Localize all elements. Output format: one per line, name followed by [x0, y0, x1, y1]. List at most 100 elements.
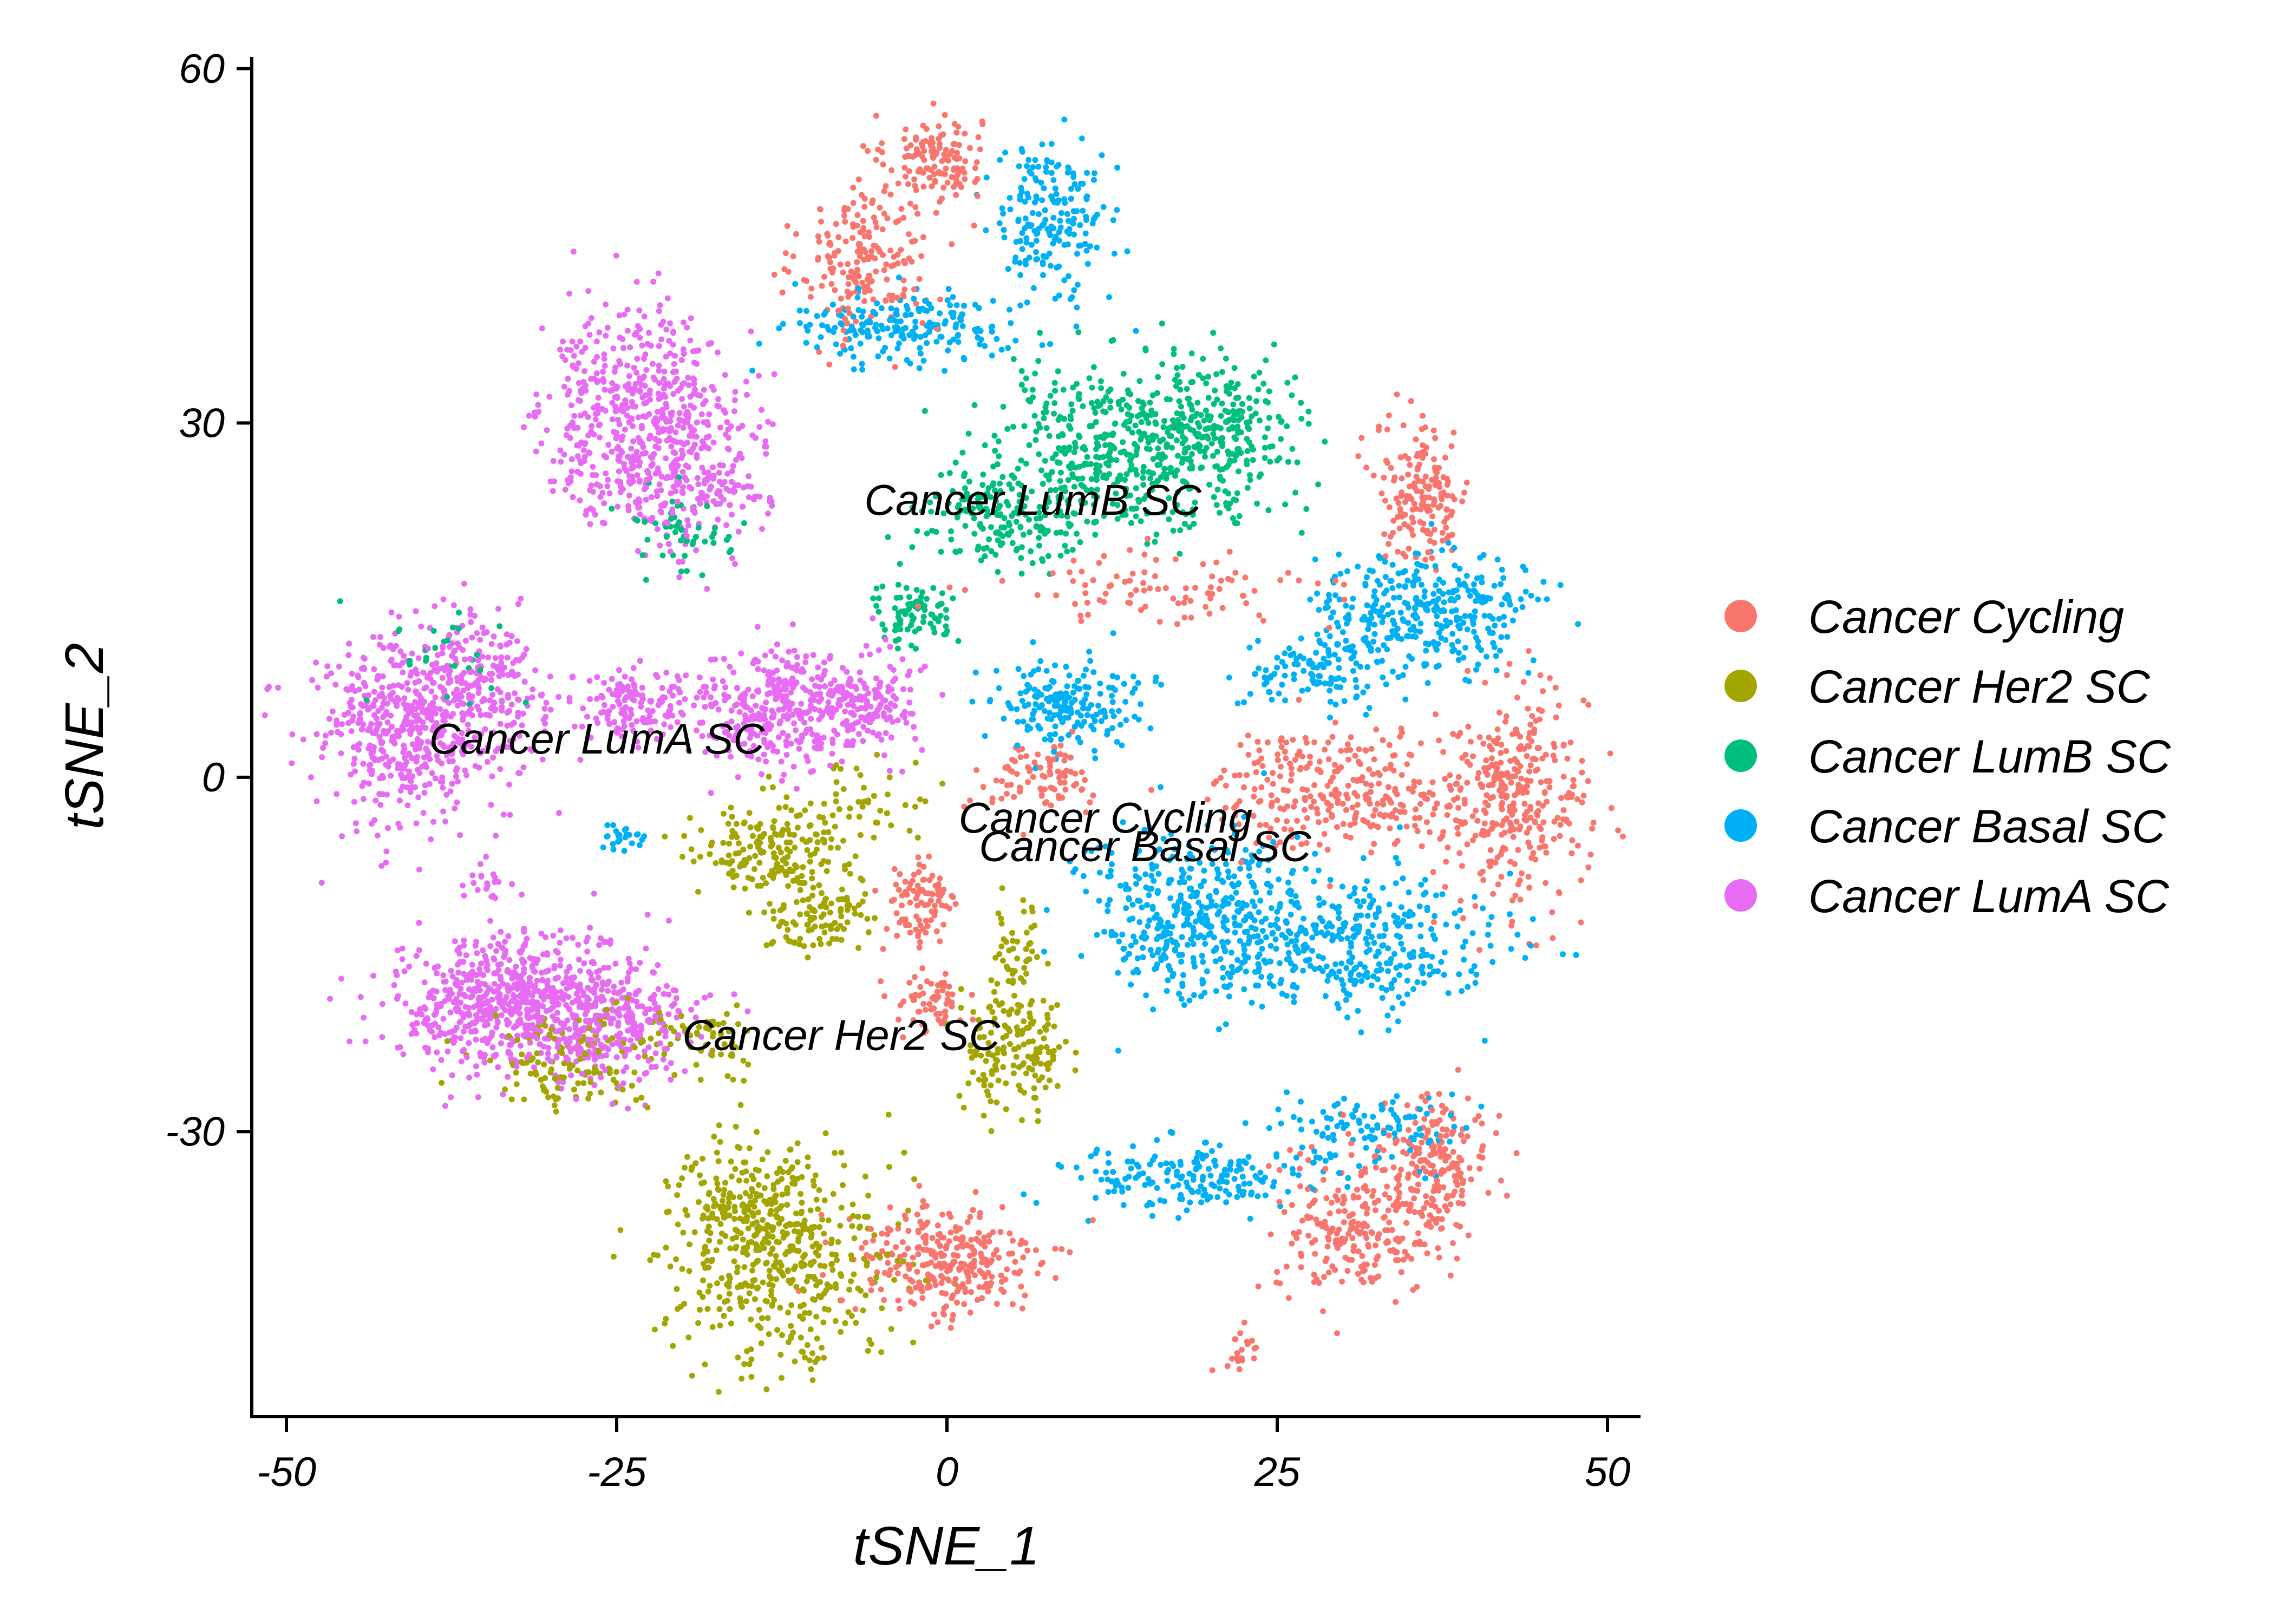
data-point — [798, 1191, 803, 1197]
data-point — [730, 1194, 736, 1201]
data-point — [919, 589, 926, 595]
data-point — [713, 700, 719, 706]
data-point — [906, 699, 913, 706]
data-point — [1411, 500, 1417, 507]
data-point — [1042, 1084, 1049, 1091]
data-point — [1608, 805, 1615, 811]
data-point — [449, 1072, 455, 1078]
data-point — [1299, 1144, 1305, 1151]
data-point — [916, 944, 923, 951]
data-point — [790, 763, 797, 770]
data-point — [1379, 995, 1386, 1001]
data-point — [636, 1077, 643, 1083]
data-point — [997, 156, 1003, 163]
data-point — [1149, 952, 1156, 959]
data-point — [1200, 356, 1206, 362]
data-point — [968, 1236, 975, 1243]
data-point — [833, 1285, 839, 1291]
data-point — [793, 708, 799, 714]
data-point — [1256, 369, 1263, 376]
data-point — [999, 540, 1005, 547]
data-point — [1395, 635, 1401, 641]
data-point — [575, 941, 581, 948]
data-point — [894, 645, 901, 652]
data-point — [1249, 1338, 1255, 1344]
data-point — [728, 1320, 734, 1327]
data-point — [1154, 1137, 1160, 1143]
data-point — [702, 539, 708, 545]
data-point — [804, 847, 811, 853]
data-point — [694, 475, 701, 481]
data-point — [414, 754, 420, 760]
data-point — [761, 830, 767, 837]
data-point — [721, 479, 728, 485]
data-point — [940, 1275, 946, 1281]
data-point — [838, 913, 845, 920]
data-point — [1447, 783, 1453, 789]
data-point — [1394, 391, 1400, 398]
data-point — [1135, 716, 1142, 723]
data-point — [1500, 575, 1507, 581]
data-point — [988, 1098, 994, 1104]
data-point — [1415, 1230, 1421, 1236]
data-point — [1332, 719, 1338, 726]
data-point — [745, 1225, 752, 1232]
data-point — [818, 745, 824, 751]
data-point — [949, 1317, 956, 1323]
data-point — [1498, 742, 1505, 748]
data-point — [1355, 453, 1362, 460]
data-point — [1400, 1136, 1407, 1143]
data-point — [726, 840, 733, 847]
data-point — [1057, 224, 1064, 231]
data-point — [1313, 1216, 1319, 1223]
data-point — [937, 310, 943, 317]
data-point — [879, 140, 885, 147]
data-point — [1249, 413, 1255, 420]
data-point — [881, 211, 887, 217]
data-point — [324, 663, 331, 670]
data-point — [639, 684, 645, 691]
data-point — [1010, 945, 1016, 952]
data-point — [977, 341, 983, 348]
data-point — [1417, 620, 1424, 627]
data-point — [815, 664, 821, 671]
data-point — [1122, 698, 1129, 705]
data-point — [1328, 614, 1334, 621]
data-point — [476, 966, 482, 972]
data-point — [850, 703, 857, 709]
data-point — [1036, 503, 1043, 510]
data-point — [561, 451, 567, 458]
data-point — [663, 670, 670, 676]
data-point — [1167, 895, 1174, 901]
data-point — [856, 814, 862, 820]
data-point — [447, 1009, 454, 1016]
data-point — [805, 758, 811, 764]
data-point — [935, 1222, 941, 1229]
data-point — [829, 812, 836, 818]
data-point — [1400, 569, 1406, 575]
data-point — [879, 1248, 885, 1254]
data-point — [1019, 246, 1025, 252]
data-point — [1297, 1150, 1303, 1157]
data-point — [1343, 747, 1350, 754]
data-point — [1342, 920, 1349, 926]
data-point — [605, 988, 611, 994]
data-point — [662, 1320, 668, 1327]
data-point — [543, 934, 549, 940]
data-point — [896, 887, 902, 893]
data-point — [1071, 483, 1077, 490]
data-point — [639, 1003, 645, 1010]
data-point — [722, 684, 728, 691]
data-point — [916, 869, 922, 875]
data-point — [678, 537, 684, 543]
data-point — [732, 561, 738, 567]
data-point — [1263, 357, 1269, 364]
data-point — [1290, 737, 1296, 743]
data-point — [892, 364, 898, 370]
data-point — [995, 910, 1002, 916]
data-point — [950, 595, 956, 601]
data-point — [1413, 806, 1419, 813]
data-point — [691, 702, 697, 709]
data-point — [1383, 987, 1389, 993]
data-point — [388, 772, 394, 779]
